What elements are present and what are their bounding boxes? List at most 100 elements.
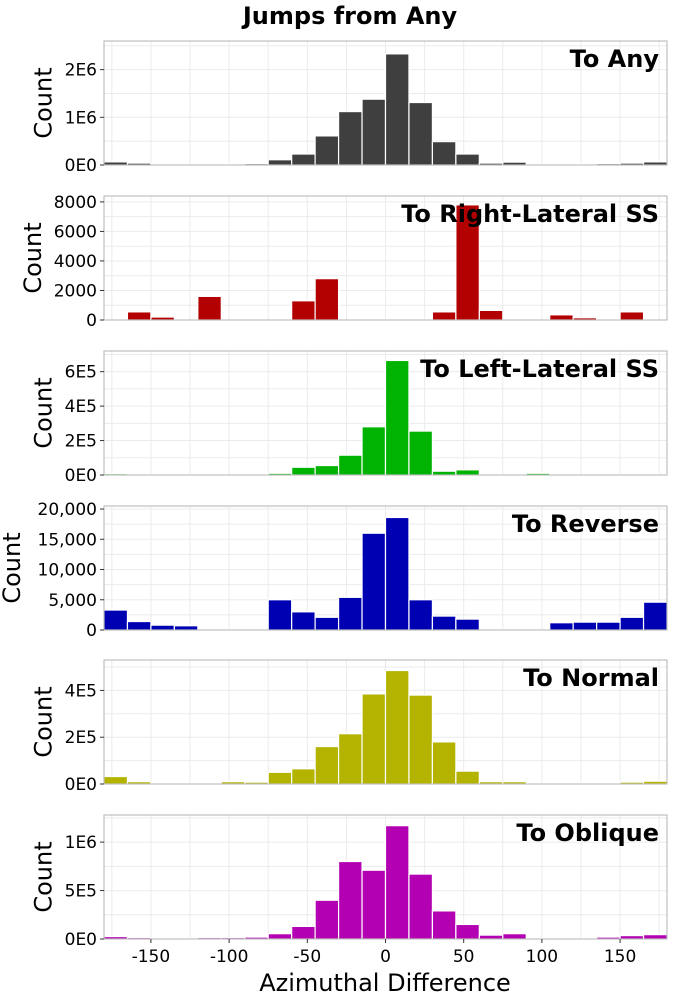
bar [455, 923, 480, 940]
panel-frame [103, 350, 668, 476]
x-tick-label: -100 [210, 947, 249, 967]
y-tick-label: 6000 [54, 222, 97, 242]
y-tick-label: 0E0 [65, 775, 97, 795]
y-tick-label: 6E5 [65, 363, 97, 383]
bar [619, 616, 645, 631]
panels: 0E0 1E6 2E6 Count To Any 0 2000 4000 6000 8000 Cou… [0, 40, 668, 950]
bar [642, 601, 668, 631]
bar [314, 616, 340, 631]
y-tick-label: 5E5 [65, 882, 97, 902]
x-axis: -150 -100 -50 0 50 100 150 [132, 939, 636, 967]
bar [455, 618, 480, 631]
y-tick-label: 5,000 [48, 591, 97, 611]
bar [549, 622, 574, 631]
bar [126, 620, 152, 631]
bar [126, 311, 152, 321]
y-tick-label: 0 [86, 311, 97, 331]
bar [408, 599, 434, 631]
bar [173, 625, 199, 631]
x-tick-label: 100 [526, 947, 558, 967]
y-tick-label: 2000 [54, 281, 97, 301]
bar [384, 53, 410, 166]
y-tick-label: 2E5 [65, 728, 97, 748]
bar [549, 314, 574, 321]
bar [431, 741, 457, 785]
bar [431, 615, 457, 631]
bar [267, 771, 293, 785]
x-axis-title: Azimuthal Difference [259, 969, 511, 997]
y-tick-label: 10,000 [38, 561, 97, 581]
panel-label: To Reverse [512, 510, 659, 538]
panel-label: To Left-Lateral SS [420, 355, 659, 383]
y-tick-label: 15,000 [38, 530, 97, 550]
bar [314, 464, 340, 476]
bar [314, 899, 340, 940]
bar [408, 101, 434, 166]
bar [291, 300, 316, 321]
bar [478, 309, 504, 321]
bar [314, 278, 340, 321]
bar [502, 933, 527, 940]
bar [642, 934, 668, 940]
panel: 0E0 2E5 4E5 6E5 Count To Left-Lateral SS [30, 350, 668, 486]
bar [431, 141, 457, 166]
bar [361, 532, 387, 631]
y-tick-label: 2E6 [65, 61, 97, 81]
bar [455, 770, 480, 785]
bar [384, 516, 410, 631]
bar [431, 910, 457, 940]
bar [103, 609, 129, 631]
bar [337, 733, 363, 785]
bar [337, 860, 363, 940]
bar [267, 933, 293, 940]
y-tick-label: 2E5 [65, 432, 97, 452]
bar [619, 311, 645, 321]
bar [384, 359, 410, 476]
x-tick-label: -50 [293, 947, 321, 967]
bar [478, 934, 504, 940]
panel: 0 5,000 10,000 15,000 20,000 Count To Reverse [0, 500, 668, 641]
bar [596, 621, 621, 631]
bar [408, 694, 434, 785]
y-tick-label: 20,000 [38, 500, 97, 520]
panel: 0E0 2E5 4E5 Count To Normal [30, 659, 668, 795]
bar [291, 768, 316, 785]
bar [455, 153, 480, 166]
panel-frame [103, 195, 668, 321]
x-tick-label: 0 [380, 947, 391, 967]
bar [337, 596, 363, 631]
y-tick-label: 4E5 [65, 681, 97, 701]
panel-label: To Right-Lateral SS [401, 200, 659, 228]
y-axis-title: Count [19, 222, 47, 293]
bar [267, 159, 293, 166]
y-tick-label: 0 [86, 621, 97, 641]
panel: 0E0 1E6 2E6 Count To Any [30, 40, 668, 176]
bar [619, 935, 645, 940]
y-axis-title: Count [30, 841, 58, 912]
bar [384, 825, 410, 940]
bar [314, 745, 340, 785]
bar [337, 110, 363, 166]
bar [361, 869, 387, 940]
bar [572, 621, 598, 631]
bar [455, 469, 480, 476]
bar [267, 599, 293, 631]
panel: 0E0 5E5 1E6 Count To Oblique [30, 814, 668, 950]
y-axis-title: Count [30, 686, 58, 757]
y-axis-title: Count [30, 67, 58, 138]
panel-frame [103, 659, 668, 785]
bar [103, 775, 129, 785]
bar [361, 426, 387, 476]
x-tick-label: 150 [604, 947, 636, 967]
y-tick-label: 0E0 [65, 466, 97, 486]
bar [291, 466, 316, 476]
bar [361, 693, 387, 785]
bar [384, 669, 410, 785]
x-tick-label: -150 [132, 947, 171, 967]
bar [431, 311, 457, 321]
panel-frame [103, 40, 668, 166]
y-tick-label: 4000 [54, 252, 97, 272]
panel: 0 2000 4000 6000 8000 Count To Right-Lateral S… [19, 193, 668, 331]
x-tick-label: 50 [453, 947, 475, 967]
